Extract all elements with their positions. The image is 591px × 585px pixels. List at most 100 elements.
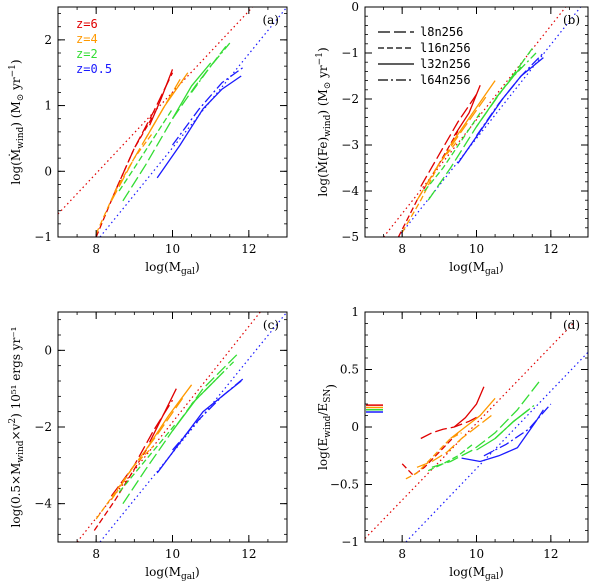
x-tick-label: 8 [92,547,100,561]
y-tick-label: −4 [341,184,359,198]
x-tick-label: 12 [241,547,256,561]
y-tick-label: −1 [34,230,52,244]
series-z4-shortdash [401,139,459,233]
series-z05-solid [461,409,544,463]
series-z6-solid [453,386,485,428]
series-z6-solid [149,69,174,126]
y-tick-label: −5 [341,230,359,244]
series-z4-solid [450,397,496,440]
legend-redshift: z=6z=4z=2z=0.5 [76,17,112,76]
y-tick-label: −0.5 [330,478,359,492]
reference-line-z6 [383,7,567,237]
series-z05-dashdot [475,52,544,137]
y-tick-label: −1 [341,535,359,549]
panel-label: (d) [563,318,580,332]
series-z2-shortdash [423,112,481,192]
legend-run-label: l16n256 [420,41,471,55]
series-z2-dashdot [191,42,231,93]
y-tick-label: 2 [44,33,52,47]
series-z2-longdash [122,46,227,202]
x-tick-label: 8 [398,242,406,256]
series-z4-longdash [110,78,181,202]
series-z2-longdash [431,380,541,468]
series-z2-shortdash [118,422,177,493]
y-axis-label: log(0.5×Mwind×v2) 10⁵¹ ergs yr⁻¹ [8,327,26,528]
y-tick-label: −3 [341,138,359,152]
y-tick-label: −2 [341,92,359,106]
legend-run-label: l32n256 [420,57,471,71]
panel-label: (c) [263,318,279,332]
panel-label: (a) [262,13,279,27]
y-tick-label: −1 [341,46,359,60]
y-tick-label: 0 [351,0,359,14]
x-tick-label: 8 [92,242,100,256]
series-z2-shortdash [118,108,174,192]
panel-c: 8 10 12 −4 −2 0 (c) log(Mgal) log(0.5×Mwind×v2) … [8,311,288,582]
plot-frame [364,6,589,238]
y-tick-label: −2 [34,420,52,434]
y-tick-label: 0 [351,420,359,434]
x-axis-label: log(Mgal) [449,565,503,582]
series-z6-shortdash [397,130,459,237]
series-z2-dashdot [191,361,235,405]
y-tick-label: 1 [44,99,52,113]
legend-z-item: z=2 [76,47,98,61]
legend-z-item: z=0.5 [76,62,112,76]
series-z4-longdash [416,414,492,468]
series-z05-dashdot [483,403,552,457]
series-z4-longdash [416,94,489,201]
series-z4-solid [145,384,193,451]
reference-line-z05 [99,312,287,542]
x-tick-label: 8 [398,547,406,561]
legend-runs: l8n256 l16n256 l32n256 l64n256 [378,25,471,87]
x-tick-label: 12 [241,242,256,256]
series-z6-solid [453,84,481,137]
series-z2-solid [171,62,212,120]
series-z2-longdash [122,353,238,505]
series-z4-shortdash [95,131,154,234]
panel-label: (b) [563,13,580,27]
y-tick-label: 1 [351,305,359,319]
series-z4-shortdash [405,432,462,480]
x-axis-label: log(Mgal) [145,565,199,582]
series-z2-longdash [427,48,533,201]
panel-b: 8 10 12 −5 −4 −3 −2 −1 0 (b) log(Mgal) log(Ṁ(Fe)win… [315,0,589,277]
y-tick-label: 0.5 [340,363,359,377]
y-axis-label: log(Ṁwind) (M⊙ yr−1) [8,59,26,184]
series-z4-solid [449,80,496,146]
series-z05-solid [156,75,242,179]
series-z05-dashdot [172,376,246,451]
series-z6-longdash [420,414,481,440]
x-tick-label: 12 [543,547,558,561]
y-axis-label: log(Ṁ(Fe)wind) (M⊙ yr−1) [315,47,333,196]
x-tick-label: 10 [165,242,180,256]
series-z6-solid [149,388,177,443]
legend-z-item: z=6 [76,17,98,31]
series-z6-shortdash [401,432,459,477]
series-z6-shortdash [95,115,154,237]
series-z2-solid [476,409,529,451]
x-tick-label: 10 [469,547,484,561]
series-z4-solid [145,72,189,139]
reference-line-z6 [365,323,574,539]
series-z4-shortdash [95,445,154,520]
reference-line-z05 [99,7,287,237]
legend-run-label: l64n256 [420,73,471,87]
legend-z-item: z=4 [76,32,98,46]
panel-d: 8 10 12 −1 −0.5 0 0.5 1 (d) log(Mgal) log(Ewind/ES… [316,305,589,582]
x-axis-label: log(Mgal) [449,260,503,277]
x-axis-label: log(Mgal) [145,260,199,277]
legend-run-label: l8n256 [420,25,463,39]
series-z6-longdash [420,94,478,187]
x-tick-label: 10 [165,547,180,561]
y-tick-label: 0 [44,343,52,357]
y-axis-label: log(Ewind/ESN) [316,384,338,470]
series-z2-dashdot [494,403,537,439]
x-tick-label: 12 [543,242,558,256]
series-z05-dashdot [171,65,246,146]
series-z2-dashdot [494,52,537,100]
y-tick-label: −4 [34,497,52,511]
reference-line-z05 [405,351,588,542]
